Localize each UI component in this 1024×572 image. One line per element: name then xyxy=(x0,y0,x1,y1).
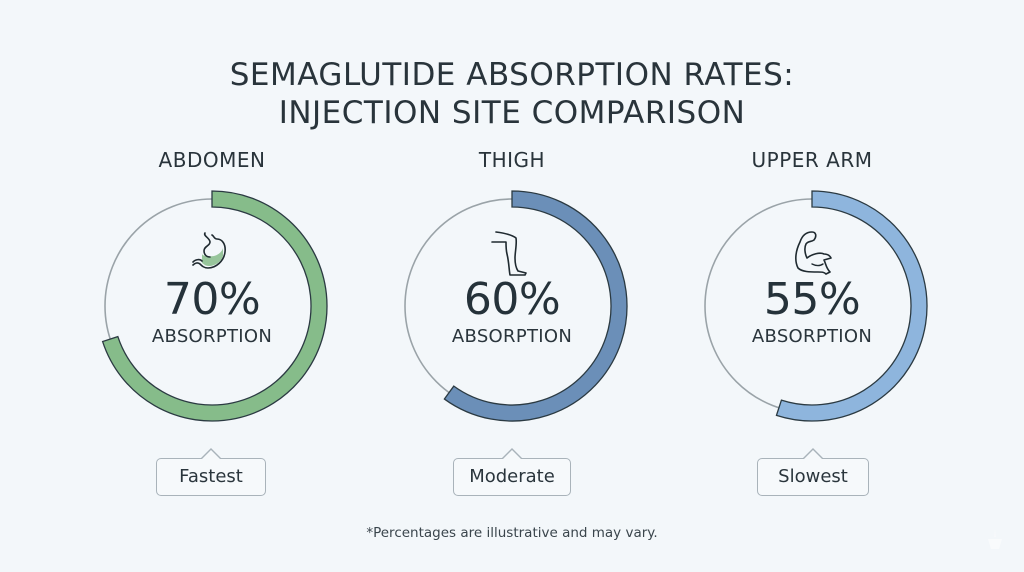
absorption-label-upper-arm: ABSORPTION xyxy=(751,326,873,347)
ring-arc-abdomen xyxy=(101,190,328,422)
footnote: *Percentages are illustrative and may va… xyxy=(366,525,658,541)
title-line-2: INJECTION SITE COMPARISON xyxy=(278,95,746,131)
ring-arc-thigh xyxy=(443,190,628,422)
ring-abdomen xyxy=(101,190,328,422)
watermark-icon xyxy=(988,529,1002,549)
absorption-label-thigh: ABSORPTION xyxy=(451,326,573,347)
badge-slowest: Slowest xyxy=(757,458,869,496)
badge-moderate: Moderate xyxy=(453,458,571,496)
badge-fastest: Fastest xyxy=(156,458,266,496)
ring-upper-arm xyxy=(704,190,928,422)
site-label-thigh: THIGH xyxy=(478,148,546,172)
stomach-icon xyxy=(192,232,226,269)
ring-arc-upper-arm xyxy=(775,190,928,422)
absorption-label-abdomen: ABSORPTION xyxy=(151,326,273,347)
site-label-upper-arm: UPPER ARM xyxy=(751,148,873,172)
site-label-abdomen: ABDOMEN xyxy=(158,148,266,172)
leg-icon xyxy=(491,231,527,276)
percent-thigh: 60% xyxy=(463,274,561,325)
title-line-1: SEMAGLUTIDE ABSORPTION RATES: xyxy=(229,57,795,93)
chart-title: SEMAGLUTIDE ABSORPTION RATES: INJECTION … xyxy=(0,56,1024,132)
flexed-arm-icon xyxy=(795,231,832,275)
ring-thigh xyxy=(404,190,628,422)
percent-upper-arm: 55% xyxy=(763,274,861,325)
percent-abdomen: 70% xyxy=(163,274,261,325)
